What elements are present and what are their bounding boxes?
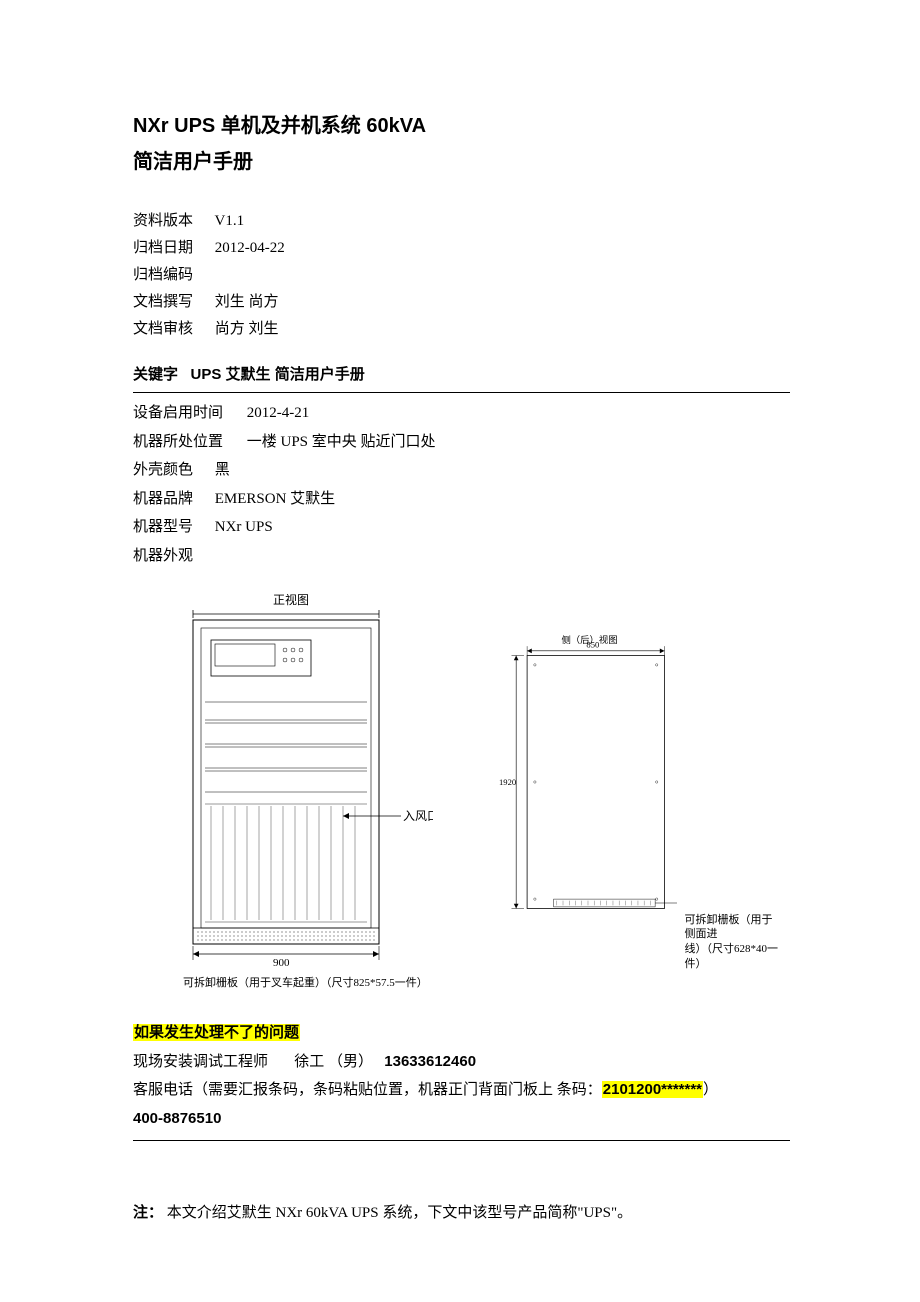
- alert-phone-1: 13633612460: [384, 1053, 476, 1070]
- meta-version-value: V1.1: [214, 213, 244, 229]
- meta-author-value: 刘生 尚方: [215, 294, 279, 310]
- divider-1: [133, 392, 790, 393]
- info-model-label: 机器型号: [133, 513, 211, 542]
- front-view-col: 正视图: [173, 592, 433, 991]
- info-block: 设备启用时间 2012-4-21 机器所处位置 一楼 UPS 室中央 贴近门口处…: [133, 399, 790, 570]
- meta-review-value: 尚方 刘生: [215, 321, 279, 337]
- dim-1920: 1920: [499, 777, 516, 787]
- meta-review-label: 文档审核: [133, 316, 211, 343]
- dim-850: 850: [586, 640, 599, 650]
- meta-version-label: 资料版本: [133, 208, 211, 235]
- meta-code-label: 归档编码: [133, 262, 211, 289]
- alert-line2c: ）: [703, 1082, 718, 1098]
- side-caption-2: 线）（尺寸628*40一件）: [685, 943, 779, 970]
- side-caption: 可拆卸栅板（用于侧面进 线）（尺寸628*40一件）: [679, 913, 779, 972]
- alert-line1a: 现场安装调试工程师: [133, 1054, 268, 1070]
- meta-author-label: 文档撰写: [133, 289, 211, 316]
- info-color-label: 外壳颜色: [133, 456, 211, 485]
- keywords-row: 关键字 UPS 艾默生 简洁用户手册: [133, 361, 790, 390]
- note-text: 本文介绍艾默生 NXr 60kVA UPS 系统，下文中该型号产品简称"UPS"…: [167, 1205, 632, 1221]
- meta-date-value: 2012-04-22: [215, 240, 285, 256]
- keywords-value: UPS 艾默生 简洁用户手册: [191, 366, 365, 383]
- front-view-title: 正视图: [273, 592, 309, 607]
- info-location-value: 一楼 UPS 室中央 贴近门口处: [247, 434, 436, 450]
- info-brand-label: 机器品牌: [133, 485, 211, 514]
- alert-block: 如果发生处理不了的问题 现场安装调试工程师 徐工 （男） 13633612460…: [133, 1019, 790, 1134]
- info-color-value: 黑: [215, 462, 230, 478]
- info-model-value: NXr UPS: [215, 519, 273, 535]
- info-location-label: 机器所处位置: [133, 428, 243, 457]
- alert-line1b: 徐工 （男）: [294, 1054, 373, 1070]
- doc-title-2: 简洁用户手册: [133, 146, 790, 178]
- note-line: 注： 本文介绍艾默生 NXr 60kVA UPS 系统，下文中该型号产品简称"U…: [133, 1199, 790, 1227]
- meta-date-label: 归档日期: [133, 235, 211, 262]
- info-brand-value: EMERSON 艾默生: [215, 491, 335, 507]
- alert-barcode: 2101200*******: [602, 1081, 703, 1098]
- air-inlet-label: 入风口: [403, 809, 433, 823]
- meta-block: 资料版本 V1.1 归档日期 2012-04-22 归档编码 文档撰写 刘生 尚…: [133, 208, 790, 343]
- front-caption: 可拆卸栅板（用于叉车起重）（尺寸825*57.5一件）: [173, 976, 433, 991]
- side-view-col: 侧（后）视图 850: [499, 592, 779, 991]
- alert-phone-2: 400-8876510: [133, 1110, 221, 1127]
- side-caption-1: 可拆卸栅板（用于侧面进: [685, 914, 773, 941]
- info-enable-value: 2012-4-21: [247, 405, 310, 421]
- side-view-svg: 侧（后）视图 850: [499, 592, 679, 972]
- front-view-svg: 正视图: [173, 592, 433, 972]
- alert-heading: 如果发生处理不了的问题: [133, 1024, 300, 1041]
- dim-900: 900: [273, 957, 290, 969]
- note-prefix: 注：: [133, 1204, 163, 1221]
- diagram-wrap: 正视图: [133, 592, 790, 991]
- doc-title-1: NXr UPS 单机及并机系统 60kVA: [133, 110, 790, 142]
- info-enable-label: 设备启用时间: [133, 399, 243, 428]
- alert-line2a: 客服电话（需要汇报条码，条码粘贴位置，机器正门背面门板上 条码：: [133, 1082, 602, 1098]
- info-appearance-label: 机器外观: [133, 542, 211, 571]
- divider-2: [133, 1140, 790, 1141]
- keywords-label: 关键字: [133, 366, 178, 383]
